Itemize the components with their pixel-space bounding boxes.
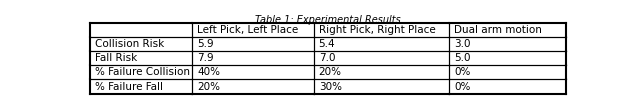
Text: Left Pick, Left Place: Left Pick, Left Place	[197, 25, 298, 35]
Text: 20%: 20%	[197, 82, 220, 92]
Text: Right Pick, Right Place: Right Pick, Right Place	[319, 25, 435, 35]
Text: 30%: 30%	[319, 82, 342, 92]
Text: Fall Risk: Fall Risk	[95, 53, 137, 63]
Text: 0%: 0%	[454, 82, 471, 92]
Text: Dual arm motion: Dual arm motion	[454, 25, 542, 35]
Text: 5.0: 5.0	[454, 53, 471, 63]
Text: 3.0: 3.0	[454, 39, 471, 49]
Text: % Failure Fall: % Failure Fall	[95, 82, 163, 92]
Text: 5.4: 5.4	[319, 39, 335, 49]
Text: % Failure Collision: % Failure Collision	[95, 67, 190, 77]
Text: Collision Risk: Collision Risk	[95, 39, 164, 49]
Text: 20%: 20%	[319, 67, 342, 77]
Text: Table 1: Experimental Results: Table 1: Experimental Results	[255, 15, 401, 25]
Text: 7.0: 7.0	[319, 53, 335, 63]
Text: 0%: 0%	[454, 67, 471, 77]
Text: 5.9: 5.9	[197, 39, 214, 49]
Text: 40%: 40%	[197, 67, 220, 77]
Text: 7.9: 7.9	[197, 53, 214, 63]
